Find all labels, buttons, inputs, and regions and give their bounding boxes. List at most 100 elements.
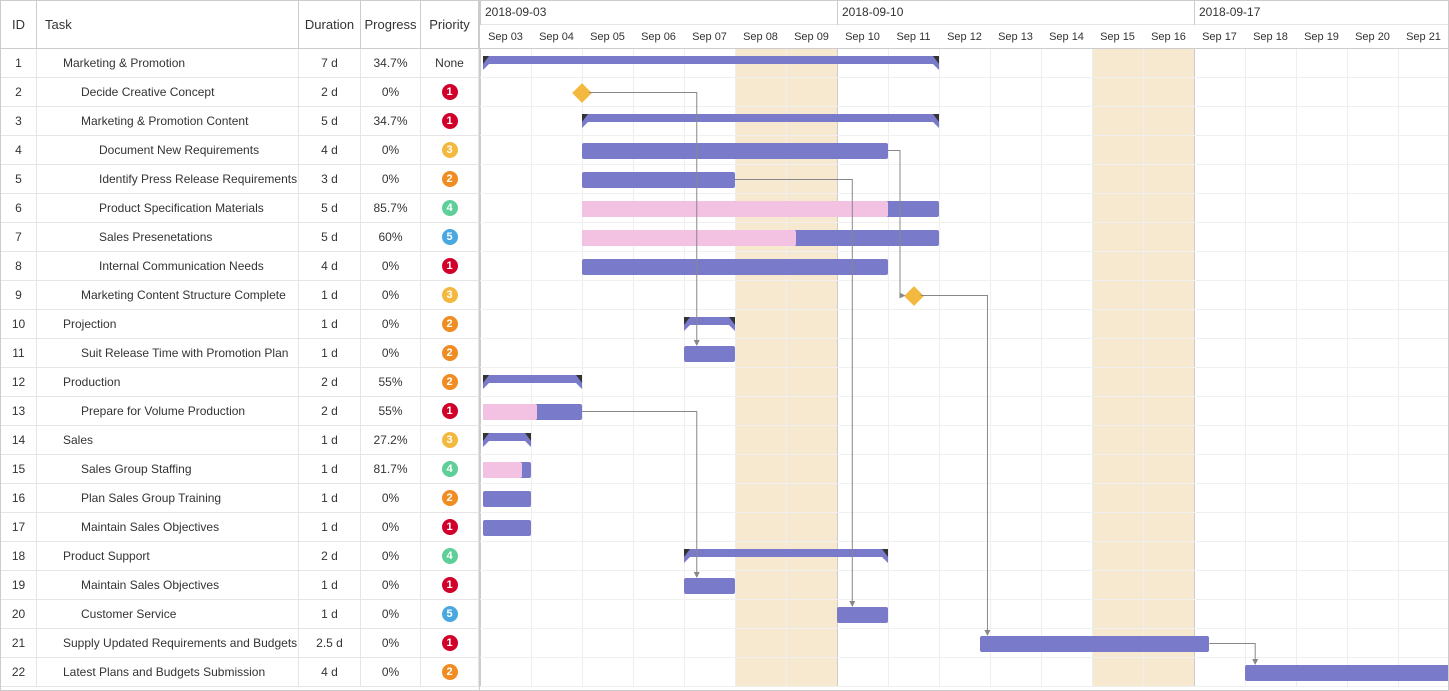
task-row[interactable]: 10Projection1 d0%2 bbox=[1, 310, 479, 339]
task-bar[interactable] bbox=[483, 520, 531, 536]
task-row[interactable]: 11Suit Release Time with Promotion Plan1… bbox=[1, 339, 479, 368]
cell-progress: 0% bbox=[361, 78, 421, 106]
cell-task[interactable]: Production bbox=[37, 368, 299, 396]
gantt-row[interactable] bbox=[480, 252, 1448, 281]
summary-bar[interactable] bbox=[684, 549, 888, 557]
gantt-timeline[interactable]: 2018-09-032018-09-102018-09-17 Sep 03Sep… bbox=[480, 1, 1448, 690]
summary-bar[interactable] bbox=[684, 317, 735, 325]
summary-bar[interactable] bbox=[483, 433, 531, 441]
task-row[interactable]: 19Maintain Sales Objectives1 d0%1 bbox=[1, 571, 479, 600]
task-bar[interactable] bbox=[684, 346, 735, 362]
task-row[interactable]: 22Latest Plans and Budgets Submission4 d… bbox=[1, 658, 479, 687]
task-bar[interactable] bbox=[980, 636, 1210, 652]
header-id[interactable]: ID bbox=[1, 1, 37, 49]
cell-duration: 2 d bbox=[299, 368, 361, 396]
gantt-body[interactable] bbox=[480, 49, 1448, 687]
cell-task[interactable]: Sales Presenetations bbox=[37, 223, 299, 251]
task-bar[interactable] bbox=[582, 259, 888, 275]
task-row[interactable]: 9Marketing Content Structure Complete1 d… bbox=[1, 281, 479, 310]
cell-task[interactable]: Marketing Content Structure Complete bbox=[37, 281, 299, 309]
gantt-row[interactable] bbox=[480, 542, 1448, 571]
header-priority[interactable]: Priority bbox=[421, 1, 479, 49]
cell-task[interactable]: Product Support bbox=[37, 542, 299, 570]
gantt-row[interactable] bbox=[480, 78, 1448, 107]
task-row[interactable]: 3Marketing & Promotion Content5 d34.7%1 bbox=[1, 107, 479, 136]
cell-task[interactable]: Suit Release Time with Promotion Plan bbox=[37, 339, 299, 367]
task-row[interactable]: 7Sales Presenetations5 d60%5 bbox=[1, 223, 479, 252]
gantt-row[interactable] bbox=[480, 513, 1448, 542]
gantt-row[interactable] bbox=[480, 600, 1448, 629]
task-row[interactable]: 2Decide Creative Concept2 d0%1 bbox=[1, 78, 479, 107]
cell-progress: 0% bbox=[361, 136, 421, 164]
gantt-row[interactable] bbox=[480, 223, 1448, 252]
task-row[interactable]: 6Product Specification Materials5 d85.7%… bbox=[1, 194, 479, 223]
cell-task[interactable]: Internal Communication Needs bbox=[37, 252, 299, 280]
gantt-row[interactable] bbox=[480, 281, 1448, 310]
cell-task[interactable]: Supply Updated Requirements and Budgets bbox=[37, 629, 299, 657]
milestone-marker[interactable] bbox=[572, 83, 592, 103]
gantt-row[interactable] bbox=[480, 339, 1448, 368]
task-row[interactable]: 15Sales Group Staffing1 d81.7%4 bbox=[1, 455, 479, 484]
cell-task[interactable]: Prepare for Volume Production bbox=[37, 397, 299, 425]
task-row[interactable]: 8Internal Communication Needs4 d0%1 bbox=[1, 252, 479, 281]
task-row[interactable]: 12Production2 d55%2 bbox=[1, 368, 479, 397]
cell-task[interactable]: Maintain Sales Objectives bbox=[37, 571, 299, 599]
task-row[interactable]: 14Sales1 d27.2%3 bbox=[1, 426, 479, 455]
gantt-row[interactable] bbox=[480, 310, 1448, 339]
cell-task[interactable]: Document New Requirements bbox=[37, 136, 299, 164]
cell-task[interactable]: Latest Plans and Budgets Submission bbox=[37, 658, 299, 686]
milestone-marker[interactable] bbox=[904, 286, 924, 306]
cell-task[interactable]: Projection bbox=[37, 310, 299, 338]
task-row[interactable]: 13Prepare for Volume Production2 d55%1 bbox=[1, 397, 479, 426]
cell-task[interactable]: Marketing & Promotion bbox=[37, 49, 299, 77]
task-bar[interactable] bbox=[483, 491, 531, 507]
gantt-row[interactable] bbox=[480, 397, 1448, 426]
header-progress[interactable]: Progress bbox=[361, 1, 421, 49]
priority-badge: 2 bbox=[442, 345, 458, 361]
gantt-row[interactable] bbox=[480, 629, 1448, 658]
task-row[interactable]: 16Plan Sales Group Training1 d0%2 bbox=[1, 484, 479, 513]
cell-task[interactable]: Plan Sales Group Training bbox=[37, 484, 299, 512]
task-row[interactable]: 18Product Support2 d0%4 bbox=[1, 542, 479, 571]
cell-task[interactable]: Identify Press Release Requirements bbox=[37, 165, 299, 193]
cell-priority: 2 bbox=[421, 310, 479, 338]
task-row[interactable]: 20Customer Service1 d0%5 bbox=[1, 600, 479, 629]
cell-task[interactable]: Sales Group Staffing bbox=[37, 455, 299, 483]
cell-priority: 1 bbox=[421, 629, 479, 657]
task-row[interactable]: 17Maintain Sales Objectives1 d0%1 bbox=[1, 513, 479, 542]
task-bar[interactable] bbox=[582, 172, 735, 188]
gantt-row[interactable] bbox=[480, 107, 1448, 136]
header-task[interactable]: Task bbox=[37, 1, 299, 49]
task-bar[interactable] bbox=[582, 143, 888, 159]
task-bar[interactable] bbox=[837, 607, 888, 623]
summary-bar[interactable] bbox=[582, 114, 939, 122]
gantt-row[interactable] bbox=[480, 136, 1448, 165]
gantt-row[interactable] bbox=[480, 658, 1448, 687]
gantt-row[interactable] bbox=[480, 165, 1448, 194]
day-label: Sep 06 bbox=[633, 25, 684, 49]
cell-task[interactable]: Decide Creative Concept bbox=[37, 78, 299, 106]
gantt-row[interactable] bbox=[480, 194, 1448, 223]
task-row[interactable]: 5Identify Press Release Requirements3 d0… bbox=[1, 165, 479, 194]
cell-task[interactable]: Marketing & Promotion Content bbox=[37, 107, 299, 135]
cell-task[interactable]: Product Specification Materials bbox=[37, 194, 299, 222]
task-row[interactable]: 1Marketing & Promotion7 d34.7%None bbox=[1, 49, 479, 78]
cell-task[interactable]: Sales bbox=[37, 426, 299, 454]
summary-bar[interactable] bbox=[483, 56, 939, 64]
header-duration[interactable]: Duration bbox=[299, 1, 361, 49]
cell-task[interactable]: Customer Service bbox=[37, 600, 299, 628]
gantt-row[interactable] bbox=[480, 455, 1448, 484]
task-bar-progress bbox=[483, 404, 538, 420]
gantt-row[interactable] bbox=[480, 426, 1448, 455]
gantt-row[interactable] bbox=[480, 571, 1448, 600]
task-row[interactable]: 4Document New Requirements4 d0%3 bbox=[1, 136, 479, 165]
cell-task[interactable]: Maintain Sales Objectives bbox=[37, 513, 299, 541]
task-bar[interactable] bbox=[684, 578, 735, 594]
grid-body: 1Marketing & Promotion7 d34.7%None2Decid… bbox=[1, 49, 479, 690]
gantt-row[interactable] bbox=[480, 49, 1448, 78]
summary-bar[interactable] bbox=[483, 375, 582, 383]
task-row[interactable]: 21Supply Updated Requirements and Budget… bbox=[1, 629, 479, 658]
task-bar[interactable] bbox=[1245, 665, 1448, 681]
gantt-row[interactable] bbox=[480, 484, 1448, 513]
gantt-row[interactable] bbox=[480, 368, 1448, 397]
